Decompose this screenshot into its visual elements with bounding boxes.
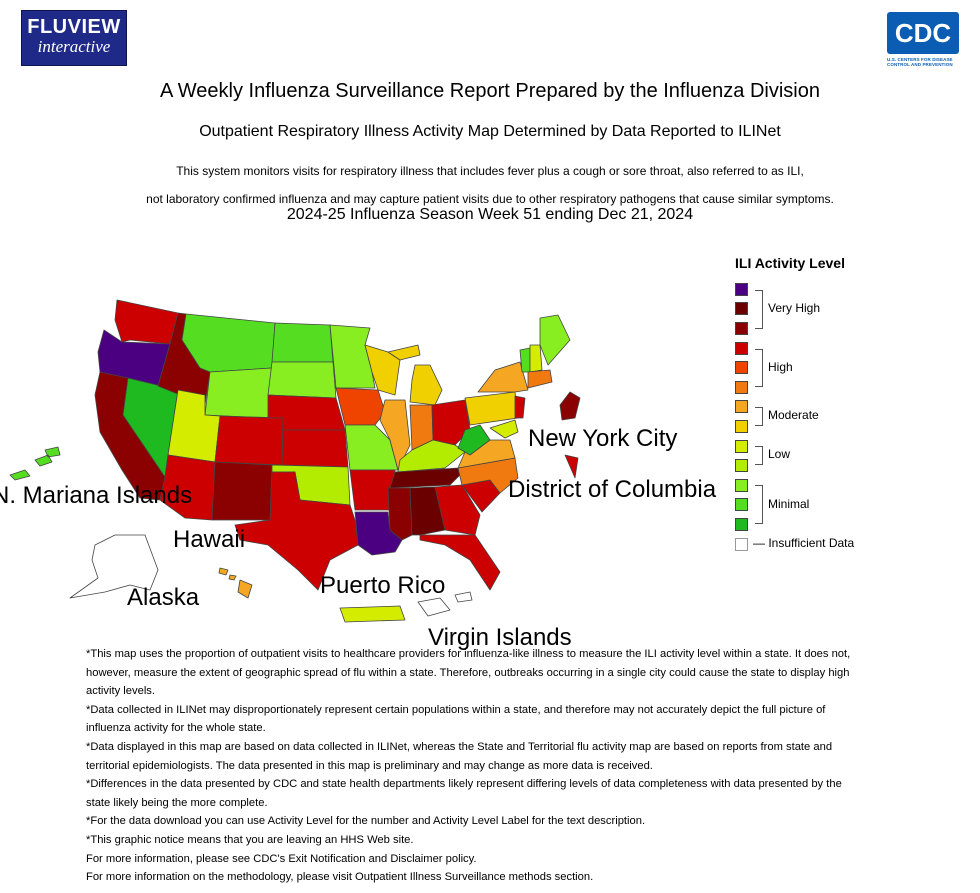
legend-label-low: Low <box>768 447 791 461</box>
state-vermont[interactable] <box>519 347 531 373</box>
note-8-methods-link[interactable]: For more information on the methodology,… <box>86 871 594 884</box>
map-legend: ILI Activity Level Very High High Modera… <box>733 255 933 565</box>
legend-swatch-10 <box>735 342 748 355</box>
map-notes: *This map uses the proportion of outpati… <box>86 645 856 887</box>
legend-label-insufficient: — Insufficient Data <box>753 536 855 550</box>
state-hawaii[interactable] <box>218 567 253 599</box>
legend-swatch-8 <box>735 381 748 394</box>
note-7-exit-notification-link[interactable]: For more information, please see CDC's E… <box>86 852 477 865</box>
description-line2: not laboratory confirmed influenza and m… <box>146 192 834 206</box>
state-wyoming[interactable] <box>204 367 273 419</box>
state-colorado[interactable] <box>214 415 284 466</box>
legend-swatch-5 <box>735 440 748 453</box>
state-new-mexico[interactable] <box>211 461 273 521</box>
state-south-dakota[interactable] <box>267 361 337 399</box>
state-texas[interactable] <box>234 471 359 591</box>
legend-bracket-high <box>755 349 763 387</box>
legend-swatch-1 <box>735 518 748 531</box>
ili-activity-map: New York City District of Columbia N. Ma… <box>0 299 717 650</box>
state-alabama[interactable] <box>409 486 446 536</box>
cdc-logo[interactable]: CDC U.S. CENTERS FOR DISEASE CONTROL AND… <box>887 12 959 70</box>
legend-bracket-very-high <box>755 290 763 329</box>
logo-line2: interactive <box>37 37 111 56</box>
legend-swatch-13 <box>735 283 748 296</box>
fluview-logo[interactable]: FLUVIEW interactive <box>21 10 127 66</box>
report-title: A Weekly Influenza Surveillance Report P… <box>160 80 820 102</box>
legend-title: ILI Activity Level <box>735 255 845 271</box>
legend-bracket-moderate <box>755 407 763 426</box>
legend-label-high: High <box>768 360 793 374</box>
state-georgia[interactable] <box>434 484 481 536</box>
territory-n-mariana-islands[interactable] <box>9 446 61 481</box>
logo-line1: FLUVIEW <box>27 16 121 38</box>
label-hawaii: Hawaii <box>173 526 245 553</box>
state-louisiana[interactable] <box>354 511 403 556</box>
note-5: *For the data download you can use Activ… <box>86 815 646 828</box>
state-pennsylvania[interactable] <box>464 391 519 426</box>
label-alaska: Alaska <box>127 584 200 611</box>
state-washington[interactable] <box>114 299 179 345</box>
note-6: *This graphic notice means that you are … <box>86 833 414 846</box>
legend-swatch-3 <box>735 479 748 492</box>
cdc-logo-sub2: CONTROL AND PREVENTION <box>887 62 953 67</box>
cdc-logo-text: CDC <box>894 18 952 48</box>
state-new-york[interactable] <box>477 361 529 393</box>
legend-swatch-insufficient <box>735 538 748 551</box>
label-virgin-islands: Virgin Islands <box>428 624 572 650</box>
legend-label-very-high: Very High <box>768 301 821 315</box>
map-description: This system monitors visits for respirat… <box>0 157 980 213</box>
region-nyc[interactable] <box>559 391 581 421</box>
state-kansas[interactable] <box>281 429 349 468</box>
cdc-logo-sub1: U.S. CENTERS FOR DISEASE <box>887 57 953 62</box>
state-maine[interactable] <box>539 314 571 366</box>
label-puerto-rico: Puerto Rico <box>320 572 445 599</box>
state-massachusetts[interactable] <box>527 369 553 389</box>
state-iowa[interactable] <box>335 387 386 426</box>
note-1: *This map uses the proportion of outpati… <box>86 648 851 698</box>
state-north-dakota[interactable] <box>271 322 334 363</box>
label-nyc: New York City <box>528 425 677 452</box>
note-3: *Data displayed in this map are based on… <box>86 740 833 772</box>
legend-bracket-low <box>755 446 763 465</box>
state-maryland[interactable] <box>489 419 519 439</box>
map-subtitle: Outpatient Respiratory Illness Activity … <box>199 123 781 140</box>
state-new-hampshire[interactable] <box>529 344 543 373</box>
state-alaska[interactable] <box>69 534 159 599</box>
state-west-virginia[interactable] <box>457 424 491 456</box>
legend-swatch-4 <box>735 459 748 472</box>
legend-label-moderate: Moderate <box>768 408 819 422</box>
label-n-mariana-islands: N. Mariana Islands <box>0 482 192 509</box>
legend-swatch-2 <box>735 498 748 511</box>
label-dc: District of Columbia <box>508 476 717 503</box>
legend-swatch-12 <box>735 302 748 315</box>
legend-swatch-6 <box>735 420 748 433</box>
note-4: *Differences in the data presented by CD… <box>86 778 842 809</box>
region-dc[interactable] <box>564 454 579 479</box>
legend-swatch-7 <box>735 400 748 413</box>
legend-swatch-11 <box>735 322 748 335</box>
season-week-title: 2024-25 Influenza Season Week 51 ending … <box>286 206 694 223</box>
state-new-jersey[interactable] <box>514 395 526 419</box>
state-mississippi[interactable] <box>387 487 413 541</box>
territory-virgin-islands[interactable] <box>417 591 473 617</box>
note-2: *Data collected in ILINet may disproport… <box>86 703 826 735</box>
legend-swatch-9 <box>735 361 748 374</box>
legend-label-minimal: Minimal <box>768 497 810 511</box>
state-florida[interactable] <box>419 534 501 591</box>
description-line1: This system monitors visits for respirat… <box>176 164 804 178</box>
territory-puerto-rico[interactable] <box>339 605 406 623</box>
legend-bracket-minimal <box>755 485 763 524</box>
